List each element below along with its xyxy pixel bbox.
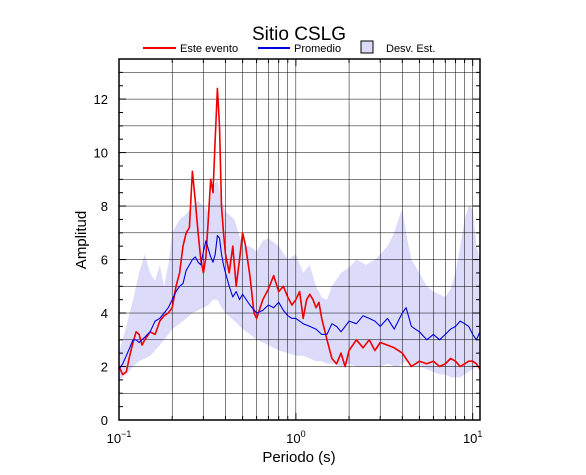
y-tick-label: 2	[101, 360, 108, 375]
legend-label-promedio: Promedio	[294, 43, 341, 55]
y-tick-label: 0	[101, 413, 108, 428]
x-axis-label: Periodo (s)	[262, 449, 335, 466]
x-tick-label: 101	[463, 429, 482, 446]
x-tick-label: 10−1	[107, 429, 132, 446]
legend-label-este-evento: Este evento	[180, 43, 238, 55]
y-tick-label: 12	[94, 92, 108, 107]
y-tick-label: 8	[101, 199, 108, 214]
series-line-este-evento	[119, 87, 480, 376]
legend-label-desv-est: Desv. Est.	[386, 43, 435, 55]
y-tick-label: 10	[94, 146, 108, 161]
legend: Este evento Promedio Desv. Est.	[143, 40, 435, 55]
y-axis-label: Amplitud	[73, 211, 90, 269]
series-line-promedio	[119, 234, 480, 370]
chart-title: Sitio CSLG	[252, 24, 346, 45]
plot-frame	[118, 58, 481, 421]
std-dev-band	[119, 179, 480, 380]
x-tick-label: 100	[286, 429, 305, 446]
plot-area: 0 2 4 6 8 10 12 10−1 100 101	[94, 58, 482, 446]
y-tick-label: 6	[101, 253, 108, 268]
y-tick-label: 4	[101, 306, 108, 321]
legend-swatch-desv-est	[360, 40, 374, 54]
